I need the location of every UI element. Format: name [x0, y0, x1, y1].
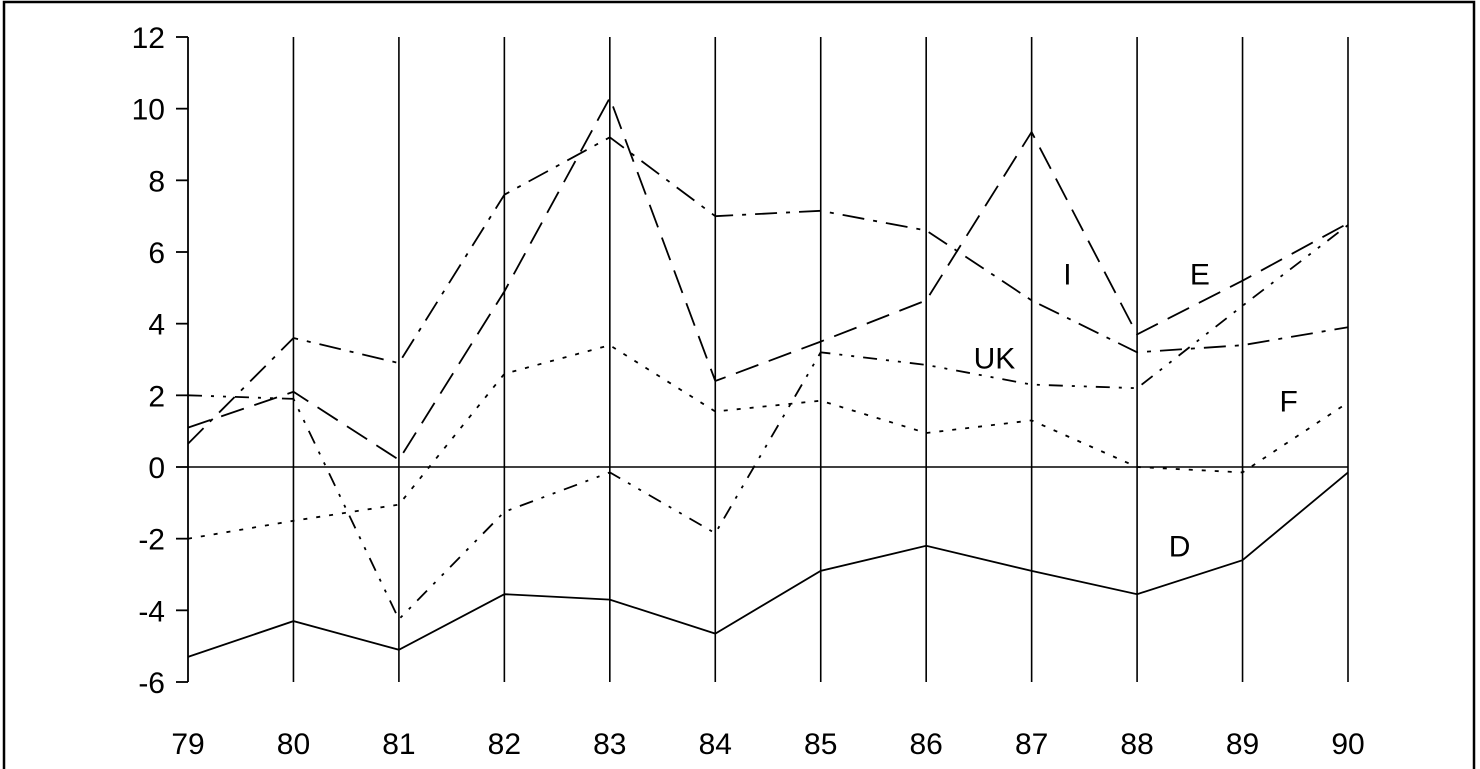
x-tick-label: 86	[909, 728, 942, 761]
y-tick-label: 12	[132, 22, 165, 55]
x-tick-label: 81	[382, 728, 415, 761]
y-tick-label: 10	[132, 94, 165, 127]
x-tick-label: 80	[277, 728, 310, 761]
x-tick-label: 83	[593, 728, 626, 761]
x-tick-label: 84	[699, 728, 732, 761]
series-line-f	[187, 344, 1349, 540]
x-tick-label: 85	[804, 728, 837, 761]
series-line-e	[187, 136, 1349, 445]
y-tick-label: -2	[138, 524, 165, 557]
series-label-i: I	[1063, 258, 1071, 291]
series-line-d	[187, 471, 1349, 658]
x-tick-label: 79	[171, 728, 204, 761]
series-label-e: E	[1190, 258, 1210, 291]
series-line-i	[187, 95, 1349, 462]
y-tick-label: -6	[138, 667, 165, 700]
x-tick-label: 90	[1331, 728, 1364, 761]
x-tick-label: 82	[488, 728, 521, 761]
x-tick-label: 87	[1015, 728, 1048, 761]
x-tick-label: 88	[1120, 728, 1153, 761]
series-label-d: D	[1169, 531, 1191, 564]
series-label-f: F	[1279, 385, 1297, 418]
y-tick-label: 6	[148, 237, 165, 270]
y-tick-label: 8	[148, 165, 165, 198]
y-tick-label: 0	[148, 452, 165, 485]
y-tick-label: 2	[148, 380, 165, 413]
y-tick-label: -4	[138, 595, 165, 628]
y-tick-label: 4	[148, 309, 165, 342]
x-tick-label: 89	[1226, 728, 1259, 761]
series-label-uk: UK	[974, 342, 1016, 375]
